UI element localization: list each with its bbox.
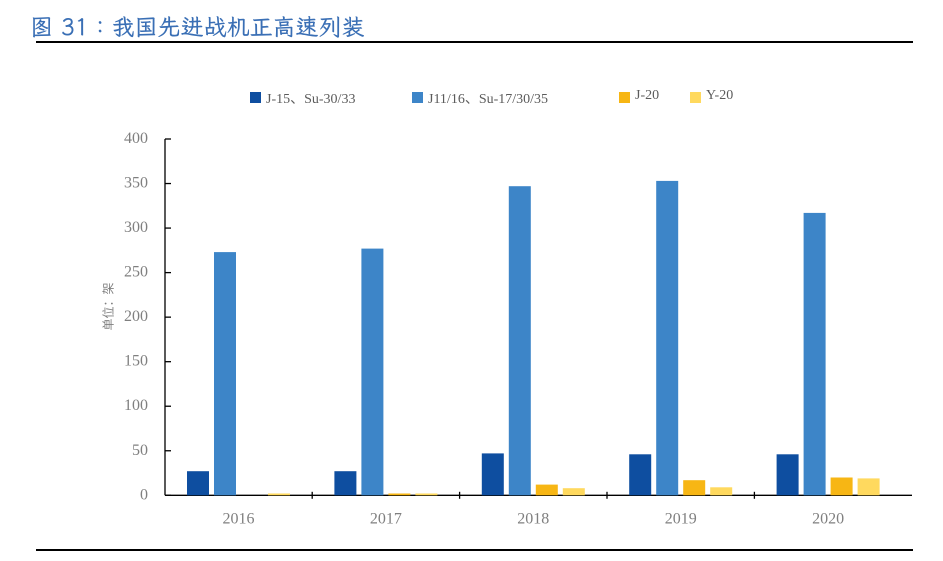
svg-text:2018: 2018 xyxy=(517,510,549,527)
svg-text:2020: 2020 xyxy=(812,510,844,527)
svg-text:400: 400 xyxy=(124,130,148,147)
svg-text:2016: 2016 xyxy=(223,510,255,527)
svg-text:250: 250 xyxy=(124,264,148,281)
svg-text:150: 150 xyxy=(124,353,148,370)
svg-text:2019: 2019 xyxy=(665,510,697,527)
svg-text:0: 0 xyxy=(140,486,148,503)
svg-text:350: 350 xyxy=(124,175,148,192)
svg-text:300: 300 xyxy=(124,219,148,236)
svg-text:200: 200 xyxy=(124,308,148,325)
svg-text:100: 100 xyxy=(124,397,148,414)
svg-text:50: 50 xyxy=(132,442,148,459)
svg-text:2017: 2017 xyxy=(370,510,402,527)
